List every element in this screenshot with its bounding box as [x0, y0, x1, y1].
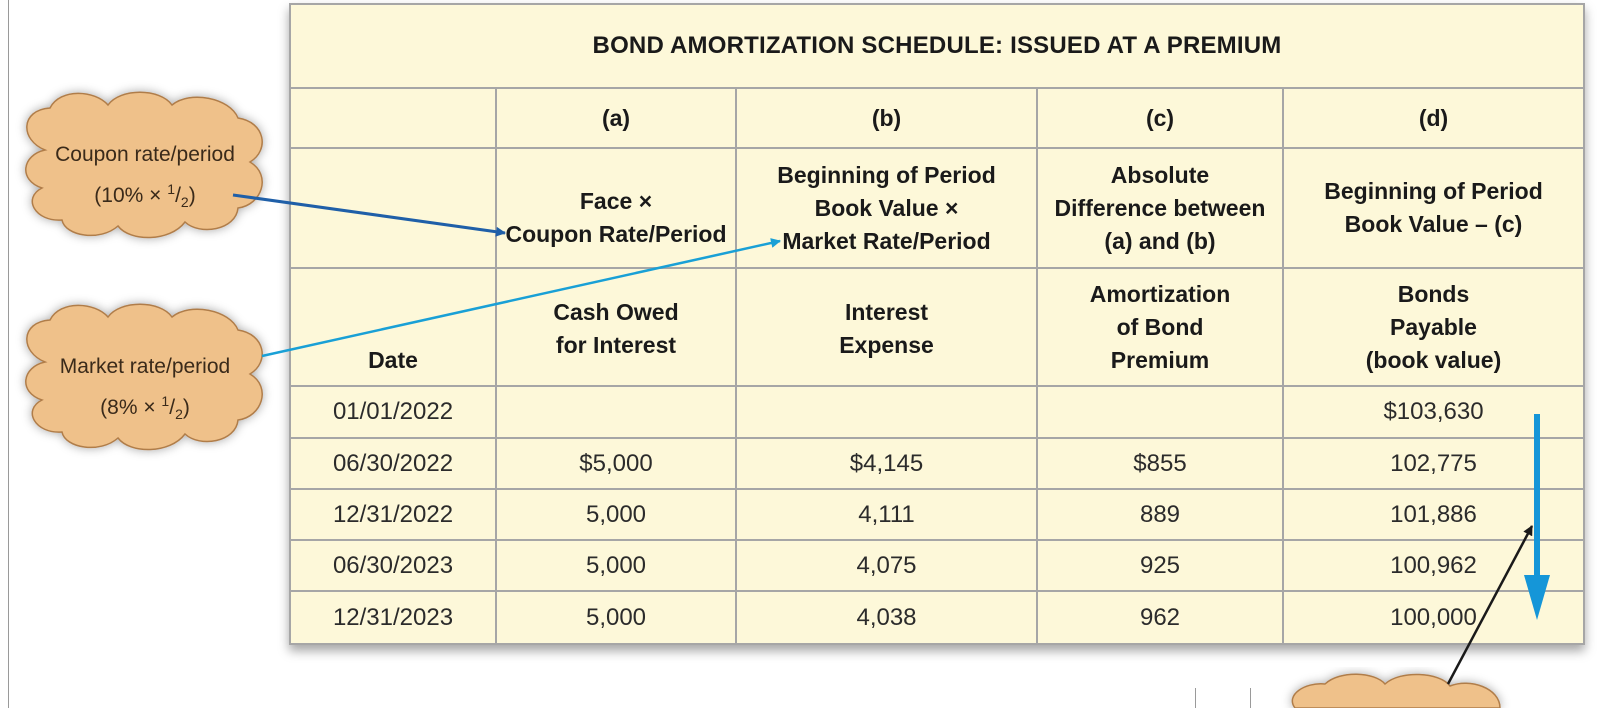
column-header-line: Expense	[839, 332, 934, 358]
column-header-line: Cash Owed	[553, 299, 679, 325]
table-cell-cash: $5,000	[497, 439, 737, 490]
table-cell-amortization: 962	[1038, 592, 1284, 643]
column-header-line: Bonds	[1397, 280, 1470, 307]
formula-cell-c: Absolute Difference between (a) and (b)	[1038, 149, 1284, 269]
market-rate-callout: Market rate/period (8% × 1/2)	[20, 350, 270, 422]
formula-line: Market Rate/Period	[782, 227, 991, 254]
bottom-cloud-shape	[1291, 673, 1501, 708]
column-header-line: Interest	[844, 299, 929, 325]
coupon-rate-arrow	[232, 193, 506, 237]
table-cell-interest: 4,075	[737, 541, 1038, 592]
column-header-line: Payable	[1390, 313, 1477, 340]
column-header-interest-expense: Interest Expense	[737, 269, 1038, 387]
market-cloud-shape	[25, 303, 263, 451]
column-header-line: Amortization	[1089, 280, 1231, 307]
market-rate-label: Market rate/period	[59, 355, 231, 378]
table-cell-date: 01/01/2022	[291, 387, 497, 439]
table-cell-cash: 5,000	[497, 490, 737, 541]
letter-cell-b: (b)	[737, 89, 1038, 149]
market-rate-arrow	[261, 238, 781, 358]
table-cell-book-value: 100,000	[1390, 603, 1477, 631]
table-cell-date: 12/31/2023	[291, 592, 497, 643]
formula-cell-b: Beginning of Period Book Value × Market …	[737, 149, 1038, 269]
table-cell-interest	[737, 387, 1038, 439]
column-header-line: Premium	[1110, 346, 1210, 373]
column-header-line: Date	[368, 347, 418, 373]
column-header-line: for Interest	[555, 332, 677, 358]
table-cell-amortization	[1038, 387, 1284, 439]
table-cell-book-value: 102,775	[1284, 439, 1583, 490]
formula-cell-d: Beginning of Period Book Value – (c)	[1284, 149, 1583, 269]
table-cell-amortization: 889	[1038, 490, 1284, 541]
table-cell-book-value: $103,630	[1284, 387, 1583, 439]
table-cell-cash	[497, 387, 737, 439]
bottom-tick-mark	[1195, 688, 1196, 708]
column-header-line: (book value)	[1365, 346, 1502, 373]
coupon-rate-callout: Coupon rate/period (10% × 1/2)	[20, 138, 270, 210]
market-rate-formula: (8% × 1/2)	[100, 393, 190, 423]
formula-line: (a) and (b)	[1104, 227, 1216, 254]
column-header-cash-owed: Cash Owed for Interest	[497, 269, 737, 387]
bottom-tick-mark	[1250, 688, 1251, 708]
book-value-down-arrow	[1524, 414, 1550, 620]
table-cell-cash: 5,000	[497, 592, 737, 643]
column-header-date: Date	[291, 269, 497, 387]
table-cell-date: 12/31/2022	[291, 490, 497, 541]
table-cell-interest: 4,111	[737, 490, 1038, 541]
formula-cell-date	[291, 149, 497, 269]
formula-line: Face ×	[579, 188, 653, 214]
table-cell-date: 06/30/2022	[291, 439, 497, 490]
column-header-line: of Bond	[1116, 313, 1204, 340]
formula-line: Book Value ×	[814, 194, 959, 221]
column-header-bonds-payable: Bonds Payable (book value)	[1284, 269, 1583, 387]
formula-line: Difference between	[1054, 194, 1266, 221]
column-header-amortization: Amortization of Bond Premium	[1038, 269, 1284, 387]
letter-cell-c: (c)	[1038, 89, 1284, 149]
formula-line: Beginning of Period	[1324, 178, 1543, 204]
table-cell-interest: $4,145	[737, 439, 1038, 490]
amortization-schedule-table: BOND AMORTIZATION SCHEDULE: ISSUED AT A …	[289, 3, 1585, 645]
table-cell-cash: 5,000	[497, 541, 737, 592]
table-cell-amortization: 925	[1038, 541, 1284, 592]
formula-line: Coupon Rate/Period	[505, 221, 727, 247]
formula-line: Beginning of Period	[777, 161, 996, 188]
letter-cell-a: (a)	[497, 89, 737, 149]
letter-cell-d: (d)	[1284, 89, 1583, 149]
table-cell-date: 06/30/2023	[291, 541, 497, 592]
left-margin-rule	[8, 0, 9, 708]
table-cell-amortization: $855	[1038, 439, 1284, 490]
table-cell-book-value: 101,886	[1284, 490, 1583, 541]
coupon-rate-formula: (10% × 1/2)	[94, 181, 196, 211]
book-value-callout-arrow	[1446, 525, 1534, 685]
coupon-cloud-shape	[25, 91, 263, 239]
schedule-title: BOND AMORTIZATION SCHEDULE: ISSUED AT A …	[291, 5, 1583, 89]
formula-line: Book Value – (c)	[1344, 211, 1523, 237]
table-cell-book-value: 100,962	[1284, 541, 1583, 592]
letter-cell-date	[291, 89, 497, 149]
formula-line: Absolute	[1110, 161, 1210, 188]
formula-cell-a: Face × Coupon Rate/Period	[497, 149, 737, 269]
table-cell-interest: 4,038	[737, 592, 1038, 643]
coupon-rate-label: Coupon rate/period	[55, 143, 235, 166]
